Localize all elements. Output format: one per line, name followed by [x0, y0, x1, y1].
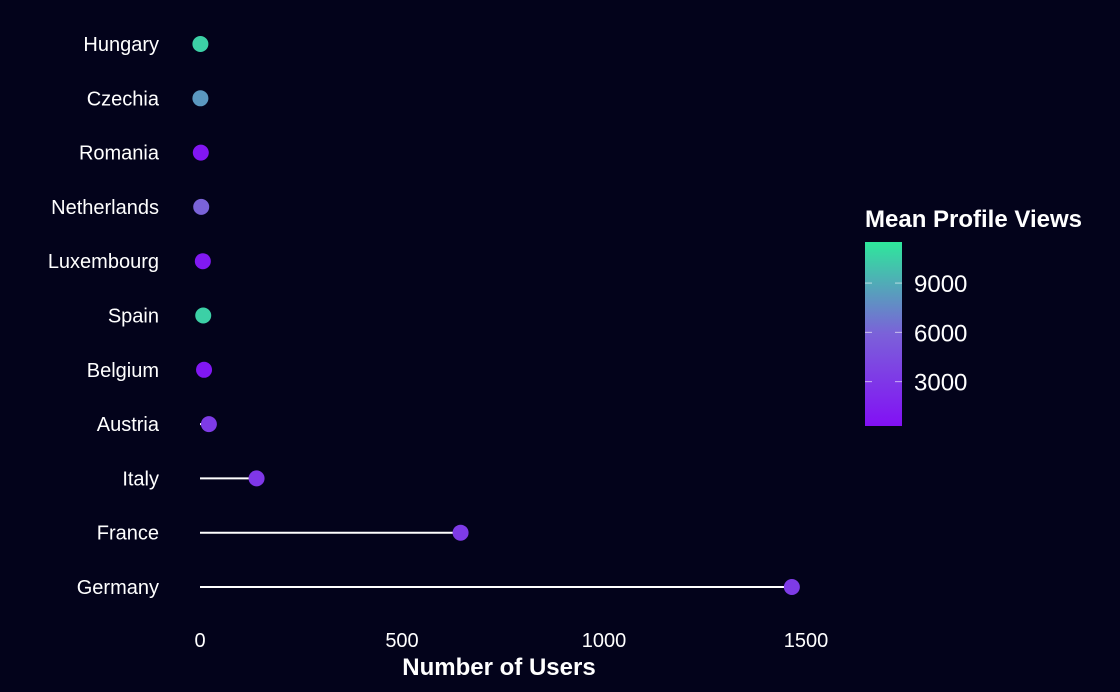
colorbar-ticks: 3000 6000 9000 — [865, 271, 967, 397]
category-label-spain: Spain — [108, 306, 159, 328]
category-label-romania: Romania — [79, 143, 160, 165]
category-label-germany: Germany — [77, 577, 159, 599]
data-points — [192, 36, 800, 595]
x-tick-label-1000: 1000 — [582, 630, 627, 652]
category-label-netherlands: Netherlands — [51, 197, 159, 219]
category-label-czechia: Czechia — [87, 88, 160, 110]
point-germany — [783, 579, 800, 595]
colorbar-tick-label-3000: 3000 — [914, 370, 967, 397]
x-tick-label-1500: 1500 — [784, 630, 829, 652]
point-netherlands — [193, 198, 210, 215]
colorbar-tick-label-6000: 6000 — [914, 320, 967, 347]
point-italy — [248, 470, 265, 487]
x-axis-tick-labels: 0 500 1000 1500 — [194, 630, 828, 652]
x-axis-title: Number of Users — [402, 654, 595, 681]
point-spain — [195, 307, 212, 324]
point-romania — [192, 144, 209, 161]
x-tick-label-0: 0 — [194, 630, 205, 652]
point-luxembourg — [194, 253, 211, 270]
point-hungary — [192, 36, 209, 52]
colorbar-tick-label-9000: 9000 — [914, 271, 967, 298]
point-france — [452, 524, 469, 541]
category-axis-labels: Germany France Italy Austria Belgium Spain Lux… — [48, 34, 160, 599]
legend-title: Mean Profile Views — [865, 206, 1082, 233]
point-belgium — [196, 361, 213, 378]
category-label-france: France — [97, 523, 159, 545]
stem-lines — [200, 43, 792, 588]
point-austria — [200, 416, 217, 433]
category-label-austria: Austria — [97, 414, 160, 436]
category-label-italy: Italy — [122, 468, 159, 490]
x-tick-label-500: 500 — [385, 630, 418, 652]
point-czechia — [192, 90, 209, 107]
category-label-belgium: Belgium — [87, 360, 159, 382]
category-label-hungary: Hungary — [83, 34, 159, 56]
colorbar-legend: Mean Profile Views 3000 6000 9000 — [865, 206, 1082, 426]
plot-area: Germany France Italy Austria Belgium Spain Lux… — [48, 34, 828, 652]
colorbar — [865, 242, 902, 426]
category-label-luxembourg: Luxembourg — [48, 251, 159, 273]
